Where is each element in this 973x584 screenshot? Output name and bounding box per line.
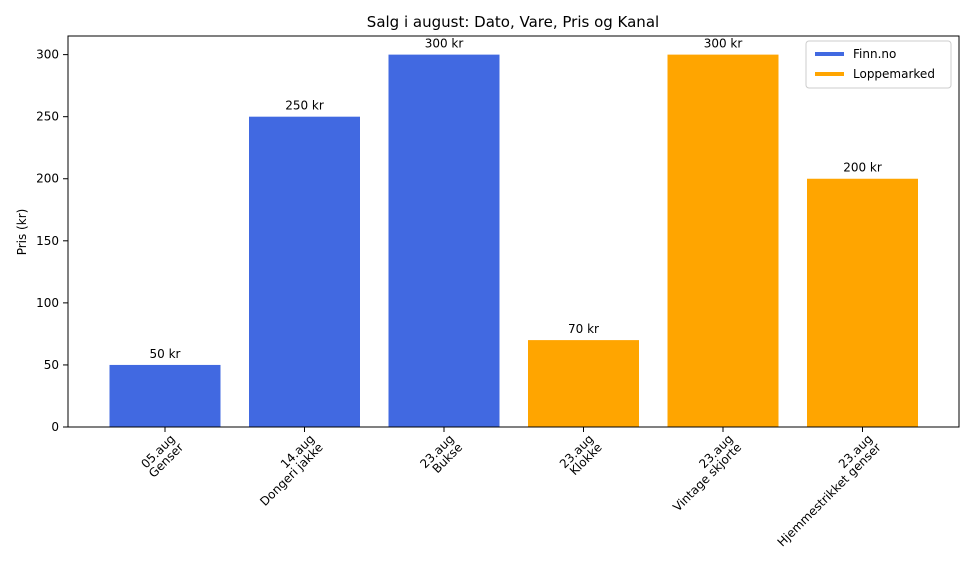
- x-tick-label-4: 23.augVintage skjorte: [662, 432, 744, 514]
- bar-3: [528, 340, 639, 427]
- bar-value-label-1: 250 kr: [285, 99, 324, 113]
- plot-frame: [67, 35, 960, 428]
- y-tick-label-0: 0: [51, 420, 59, 434]
- bars-group: [109, 54, 918, 427]
- y-tick-label-5: 250: [36, 110, 59, 124]
- y-tick-label-2: 100: [36, 296, 59, 310]
- x-tick-label-3: 23.augKlokke: [557, 432, 605, 480]
- bar-value-label-2: 300 kr: [425, 37, 464, 51]
- x-tick-label-1: 14.augDongeri jakke: [249, 432, 326, 509]
- y-tick-label-1: 50: [44, 358, 59, 372]
- bar-value-label-3: 70 kr: [568, 322, 599, 336]
- bar-value-label-5: 200 kr: [843, 161, 882, 175]
- bar-value-label-4: 300 kr: [704, 37, 743, 51]
- y-axis-label: Pris (kr): [15, 209, 29, 256]
- x-tick-label-5: 23.augHjemmestrikket genser: [766, 432, 884, 550]
- bar-labels-group: 50 kr 250 kr 300 kr 70 kr 300 kr 200 kr: [150, 37, 882, 361]
- bar-value-label-0: 50 kr: [150, 347, 181, 361]
- legend-label-1: Loppemarked: [853, 67, 935, 81]
- bar-5: [807, 178, 918, 427]
- bar-2: [388, 54, 500, 427]
- bar-4: [667, 54, 779, 427]
- y-tick-label-6: 300: [36, 48, 59, 62]
- x-tick-label-2: 23.augBukse: [417, 432, 465, 480]
- y-tick-label-4: 200: [36, 172, 59, 186]
- y-axis: 0 50 100 150 200 250 300: [36, 48, 68, 434]
- chart-title: Salg i august: Dato, Vare, Pris og Kanal: [367, 13, 659, 31]
- legend-label-0: Finn.no: [853, 47, 896, 61]
- legend: Finn.no Loppemarked: [805, 40, 952, 89]
- x-tick-label-0: 05.augGenser: [138, 432, 187, 481]
- bar-1: [249, 116, 360, 427]
- x-axis: 05.augGenser 14.augDongeri jakke 23.augBuk…: [138, 427, 884, 549]
- y-tick-label-3: 150: [36, 234, 59, 248]
- bar-0: [109, 364, 221, 427]
